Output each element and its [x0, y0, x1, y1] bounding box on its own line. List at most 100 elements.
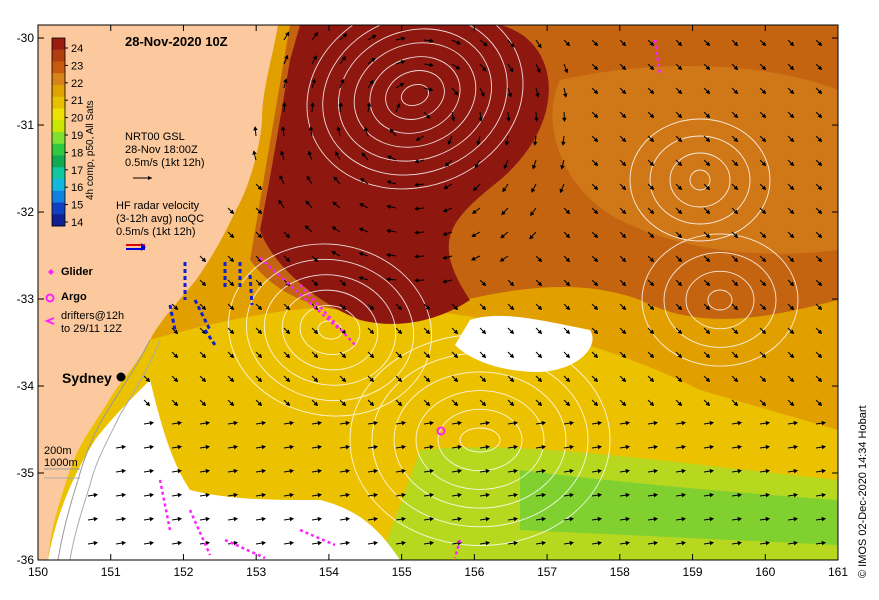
current-arrowhead — [257, 401, 263, 407]
current-arrowhead — [737, 540, 743, 546]
current-arrowhead — [278, 199, 283, 205]
current-arrowhead — [201, 257, 207, 263]
current-arrowhead — [677, 161, 683, 167]
current-arrowhead — [565, 305, 571, 311]
current-arrowhead — [765, 492, 771, 498]
current-arrowhead — [817, 377, 823, 383]
current-arrowhead — [593, 329, 599, 335]
current-arrowhead — [285, 401, 291, 407]
colorbar-swatch — [52, 73, 65, 86]
current-arrowhead — [312, 55, 317, 61]
current-arrowhead — [428, 87, 434, 92]
current-arrowhead — [386, 180, 392, 185]
current-arrowhead — [677, 377, 683, 383]
current-arrowhead — [621, 161, 627, 167]
current-arrowhead — [429, 492, 435, 498]
current-arrowhead — [481, 281, 487, 287]
current-arrowhead — [455, 65, 461, 70]
current-arrowhead — [765, 468, 771, 474]
glider-tracks — [168, 262, 254, 346]
current-arrowhead — [532, 164, 537, 170]
current-arrowhead — [289, 492, 295, 498]
current-arrowhead — [793, 468, 799, 474]
current-arrowhead — [534, 117, 539, 122]
current-arrowhead — [453, 329, 459, 335]
current-arrowhead — [499, 257, 505, 262]
current-arrowhead — [761, 233, 767, 239]
current-arrowhead — [817, 281, 823, 287]
current-arrowhead — [789, 209, 795, 215]
glider-track — [193, 299, 212, 331]
current-arrowhead — [415, 136, 421, 141]
current-arrowhead — [509, 377, 515, 383]
current-arrowhead — [681, 444, 687, 450]
current-arrowhead — [257, 281, 263, 287]
current-arrowhead — [177, 444, 183, 450]
current-arrowhead — [373, 468, 379, 474]
current-arrowhead — [593, 113, 599, 119]
colorbar-swatch — [52, 179, 65, 192]
current-arrowhead — [705, 209, 711, 215]
current-arrowhead — [733, 377, 739, 383]
current-arrowhead — [401, 516, 407, 522]
current-arrowhead — [306, 175, 311, 181]
current-arrowhead — [677, 209, 683, 215]
current-arrowhead — [429, 540, 435, 546]
current-arrowhead — [653, 420, 659, 426]
current-arrowhead — [653, 492, 659, 498]
current-arrowhead — [677, 305, 683, 311]
current-arrowhead — [593, 161, 599, 167]
glider-track — [203, 329, 217, 346]
current-arrowhead — [366, 102, 372, 107]
x-tick-label: 160 — [755, 565, 775, 579]
ssh-contour — [459, 427, 501, 453]
current-arrowhead — [789, 113, 795, 119]
current-arrowhead — [429, 444, 435, 450]
current-arrowhead — [308, 126, 314, 131]
current-arrowhead — [537, 353, 543, 359]
current-arrowhead — [513, 516, 519, 522]
y-tick-label: -34 — [17, 379, 35, 393]
current-arrowhead — [569, 516, 575, 522]
current-arrowhead — [257, 377, 263, 383]
current-arrowhead — [289, 516, 295, 522]
current-arrowhead — [373, 516, 379, 522]
current-arrowhead — [733, 257, 739, 263]
current-arrowhead — [681, 468, 687, 474]
current-arrowhead — [569, 540, 575, 546]
current-arrowhead — [173, 401, 179, 407]
current-arrowhead — [793, 420, 799, 426]
current-arrowhead — [373, 540, 379, 546]
current-arrowhead — [442, 208, 448, 213]
current-arrowhead — [476, 141, 481, 146]
current-arrowhead — [442, 255, 447, 260]
sydney-marker — [116, 372, 126, 382]
current-arrowhead — [396, 103, 401, 108]
current-arrowhead — [817, 257, 823, 263]
current-arrowhead — [621, 353, 627, 359]
current-arrowhead — [369, 79, 374, 85]
colorbar-swatch — [52, 214, 65, 227]
current-arrowhead — [453, 305, 459, 311]
current-arrowhead — [341, 401, 347, 407]
colorbar-tick-label: 15 — [71, 200, 83, 212]
current-arrowhead — [506, 117, 511, 122]
current-arrowhead — [789, 353, 795, 359]
current-arrowhead — [317, 540, 323, 546]
current-arrowhead — [709, 492, 715, 498]
gsl-line-2: 28-Nov 18:00Z — [125, 144, 198, 156]
current-arrowhead — [201, 401, 207, 407]
current-arrowhead — [649, 209, 655, 215]
current-arrowhead — [537, 281, 543, 287]
current-arrowhead — [625, 444, 631, 450]
current-arrowhead — [597, 468, 603, 474]
current-arrowhead — [229, 281, 235, 287]
current-arrowhead — [536, 68, 541, 74]
current-arrowhead — [593, 137, 599, 143]
current-arrowhead — [342, 33, 348, 38]
current-arrowhead — [509, 67, 514, 73]
current-arrowhead — [569, 420, 575, 426]
current-arrowhead — [733, 113, 739, 119]
current-arrowhead — [442, 279, 447, 284]
argo-float — [436, 426, 446, 436]
